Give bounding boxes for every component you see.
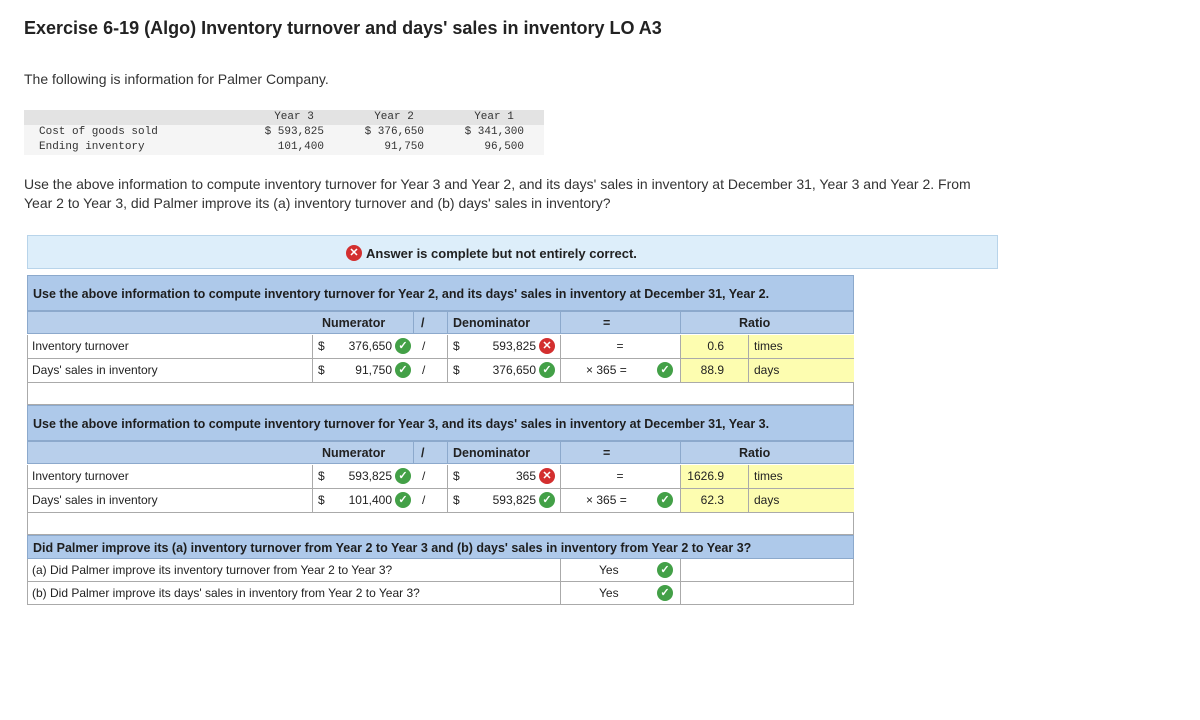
info-table-body (24, 125, 544, 155)
year2-inventory-turnover-row: Inventory turnover $ 376,650 ✓ / $ 593,8… (27, 335, 854, 359)
col-ratio: Ratio (739, 316, 771, 330)
check-circle-icon: ✓ (657, 492, 673, 508)
row-label: Days' sales in inventory (32, 493, 158, 507)
check-circle-icon: ✓ (539, 492, 555, 508)
check-circle-icon: ✓ (395, 492, 411, 508)
page-title: Exercise 6-19 (Algo) Inventory turnover … (24, 18, 662, 38)
dollar-sign: $ (318, 469, 325, 483)
dollar-sign: $ (453, 339, 460, 353)
denominator-input[interactable]: 593,825 (492, 493, 536, 507)
section-year3-heading: Use the above information to compute inv… (27, 405, 854, 441)
cogs-year-1: $ 341,300 (464, 126, 524, 138)
equals: = (616, 339, 624, 353)
unit-input[interactable]: days (754, 363, 780, 377)
dollar-sign: $ (453, 493, 460, 507)
ratio-input[interactable]: 1626.9 (687, 469, 724, 483)
answer-status-banner: ✕ Answer is complete but not entirely co… (27, 235, 998, 269)
denominator-input[interactable]: 376,650 (492, 363, 536, 377)
answer-select[interactable]: Yes (599, 586, 619, 600)
inventory-year-3: 101,400 (277, 141, 324, 153)
slash: / (422, 493, 426, 507)
section-year2-column-header: Numerator / Denominator = Ratio (27, 311, 854, 334)
multiply-365: × 365 = (586, 493, 627, 507)
col-slash: / (421, 446, 425, 460)
denominator-input[interactable]: 593,825 (492, 339, 536, 353)
inventory-year-2: 91,750 (384, 141, 424, 153)
spacer (27, 513, 854, 535)
question-text: Use the above information to compute inv… (24, 176, 971, 211)
question-label: (a) Did Palmer improve its inventory tur… (32, 563, 393, 577)
cogs-year-3: $ 593,825 (264, 126, 324, 138)
header-year-1: Year 1 (474, 111, 514, 123)
row-label-ending-inventory: Ending inventory (39, 141, 145, 153)
improve-days-sales-row: (b) Did Palmer improve its days' sales i… (27, 582, 854, 605)
year3-inventory-turnover-row: Inventory turnover $ 593,825 ✓ / $ 365 ✕… (27, 465, 854, 489)
row-label: Inventory turnover (32, 339, 129, 353)
numerator-input[interactable]: 91,750 (355, 363, 392, 377)
x-circle-icon: ✕ (539, 468, 555, 484)
check-circle-icon: ✓ (395, 362, 411, 378)
cogs-year-2: $ 376,650 (364, 126, 424, 138)
unit-input[interactable]: times (754, 339, 783, 353)
ratio-input[interactable]: 0.6 (707, 339, 724, 353)
improve-turnover-row: (a) Did Palmer improve its inventory tur… (27, 559, 854, 582)
col-denominator: Denominator (453, 316, 531, 330)
question-label: (b) Did Palmer improve its days' sales i… (32, 586, 420, 600)
col-numerator: Numerator (322, 316, 386, 330)
answer-select[interactable]: Yes (599, 563, 619, 577)
ratio-input[interactable]: 62.3 (700, 493, 724, 507)
denominator-input[interactable]: 365 (515, 469, 536, 483)
col-numerator: Numerator (322, 446, 386, 460)
dollar-sign: $ (453, 469, 460, 483)
section-year3-column-header: Numerator / Denominator = Ratio (27, 441, 854, 464)
year3-days-sales-row: Days' sales in inventory $ 101,400 ✓ / $… (27, 489, 854, 513)
multiply-365: × 365 = (586, 363, 627, 377)
check-circle-icon: ✓ (657, 562, 673, 578)
inventory-year-1: 96,500 (484, 141, 524, 153)
section-year2-heading: Use the above information to compute inv… (27, 275, 854, 311)
equals: = (616, 469, 624, 483)
ratio-input[interactable]: 88.9 (700, 363, 724, 377)
slash: / (422, 339, 426, 353)
intro-text: The following is information for Palmer … (24, 71, 329, 87)
unit-input[interactable]: days (754, 493, 780, 507)
header-year-2: Year 2 (374, 111, 414, 123)
dollar-sign: $ (453, 363, 460, 377)
numerator-input[interactable]: 101,400 (348, 493, 392, 507)
slash: / (422, 469, 426, 483)
check-circle-icon: ✓ (395, 338, 411, 354)
numerator-input[interactable]: 593,825 (348, 469, 392, 483)
banner-text: Answer is complete but not entirely corr… (366, 245, 637, 261)
check-circle-icon: ✓ (657, 362, 673, 378)
header-year-3: Year 3 (274, 111, 314, 123)
section-improve-heading: Did Palmer improve its (a) inventory tur… (27, 535, 854, 559)
company-info-table: Year 3 Year 2 Year 1 Cost of goods sold … (24, 110, 544, 155)
spacer (27, 383, 854, 405)
row-label-cogs: Cost of goods sold (39, 126, 158, 138)
dollar-sign: $ (318, 339, 325, 353)
col-slash: / (421, 316, 425, 330)
info-table-header (24, 110, 544, 125)
col-equals: = (603, 316, 611, 330)
col-denominator: Denominator (453, 446, 531, 460)
slash: / (422, 363, 426, 377)
col-ratio: Ratio (739, 446, 771, 460)
check-circle-icon: ✓ (395, 468, 411, 484)
col-equals: = (603, 446, 611, 460)
row-label: Inventory turnover (32, 469, 129, 483)
unit-input[interactable]: times (754, 469, 783, 483)
check-circle-icon: ✓ (657, 585, 673, 601)
x-circle-icon: ✕ (539, 338, 555, 354)
year2-days-sales-row: Days' sales in inventory $ 91,750 ✓ / $ … (27, 359, 854, 383)
dollar-sign: $ (318, 493, 325, 507)
numerator-input[interactable]: 376,650 (348, 339, 392, 353)
row-label: Days' sales in inventory (32, 363, 158, 377)
check-circle-icon: ✓ (539, 362, 555, 378)
dollar-sign: $ (318, 363, 325, 377)
x-circle-icon: ✕ (346, 245, 362, 261)
